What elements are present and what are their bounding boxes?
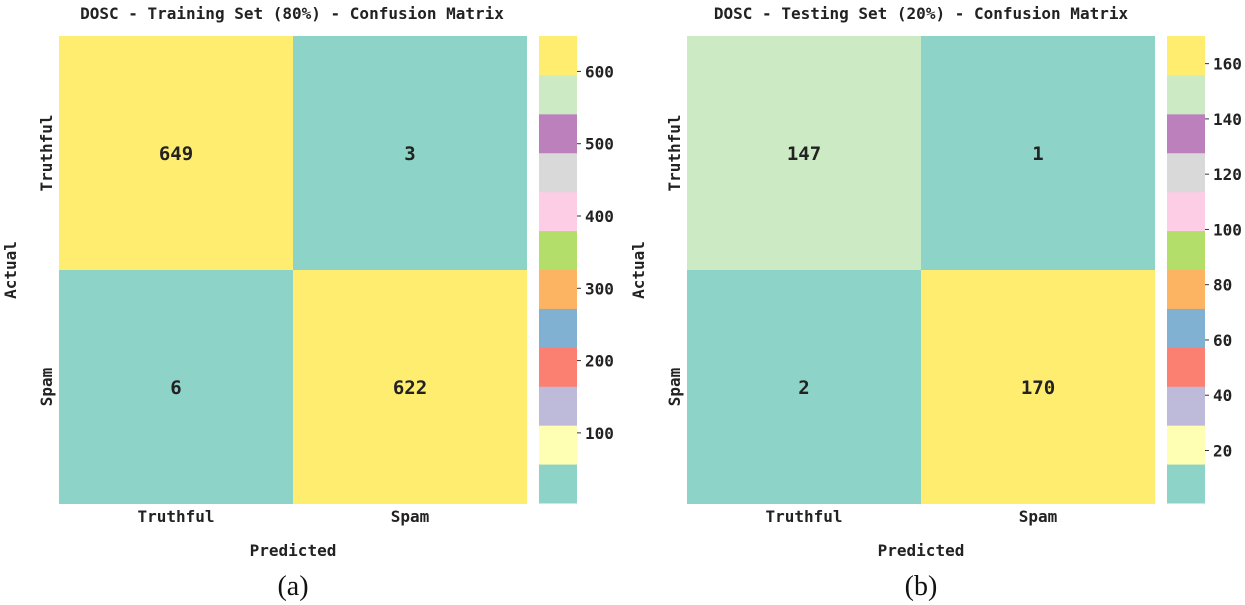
colorbar-tick-label: 600 [585,62,614,81]
colorbar-tick-label: 60 [1213,331,1232,350]
chart-title: DOSC - Testing Set (20%) - Confusion Mat… [714,4,1129,23]
heatmap-cell [921,270,1155,504]
colorbar-segment [1167,386,1205,426]
heatmap-cell [59,270,293,504]
panel-training: DOSC - Training Set (80%) - Confusion Ma… [1,4,614,602]
colorbar-tick-label: 40 [1213,386,1232,405]
cell-value: 2 [798,377,809,399]
colorbar-segment [539,308,577,348]
cell-value: 170 [1021,377,1055,399]
colorbar-tick-label: 140 [1213,110,1242,129]
x-axis-label: Predicted [250,541,337,560]
chart-title: DOSC - Training Set (80%) - Confusion Ma… [80,4,504,23]
colorbar-segment [539,425,577,465]
colorbar-tick-label: 500 [585,135,614,154]
x-axis-label: Predicted [878,541,965,560]
colorbar-segment [1167,464,1205,504]
heatmap-cell [687,36,921,270]
colorbar-segment [1167,152,1205,193]
colorbar-segment [1167,191,1205,232]
heatmap-cells [687,36,1155,504]
colorbar-segment [539,36,577,76]
colorbar-tick-label: 100 [585,424,614,443]
colorbar-tick-label: 200 [585,352,614,371]
y-axis-label: Actual [629,241,648,299]
cell-value: 1 [1032,143,1043,165]
colorbar-segment [539,386,577,426]
colorbar-segment [1167,113,1205,154]
colorbar-segment [539,269,577,309]
y-tick-label: Truthful [665,114,684,191]
colorbar-tick-label: 100 [1213,220,1242,239]
colorbar-segment [1167,269,1205,309]
colorbar [539,36,577,504]
colorbar-segment [539,230,577,270]
colorbar-ticks: 100 200 300 400 500 600 [577,62,614,443]
heatmap-cell [59,36,293,270]
colorbar-tick-label: 400 [585,207,614,226]
colorbar-segment [1167,36,1205,76]
cell-annotations: 649 3 6 622 [159,143,427,399]
y-tick-label: Spam [37,367,56,406]
x-tick-label: Truthful [137,507,214,526]
x-tick-label: Spam [391,507,430,526]
cell-value: 649 [159,143,193,165]
cell-value: 3 [404,143,415,165]
colorbar-tick-label: 20 [1213,441,1232,460]
colorbar-segment [539,347,577,387]
colorbar-tick-label: 120 [1213,165,1242,184]
y-tick-label: Spam [665,367,684,406]
colorbar-segment [1167,230,1205,270]
colorbar-segment [539,152,577,193]
colorbar-segment [539,191,577,232]
colorbar-ticks: 20 40 60 80 100 120 140 160 [1205,55,1242,460]
colorbar [1167,36,1205,504]
cell-value: 622 [393,377,427,399]
colorbar-segment [1167,74,1205,115]
colorbar-tick-label: 300 [585,279,614,298]
colorbar-segment [539,74,577,115]
cell-annotations: 147 1 2 170 [787,143,1055,399]
heatmap-cell [293,270,527,504]
colorbar-segment [539,113,577,154]
y-tick-label: Truthful [37,114,56,191]
y-axis-label: Actual [1,241,20,299]
cell-value: 6 [170,377,181,399]
x-tick-label: Spam [1019,507,1058,526]
colorbar-segment [1167,425,1205,465]
heatmap-cell [921,36,1155,270]
heatmap-cell [687,270,921,504]
colorbar-segment [1167,347,1205,387]
panel-testing: DOSC - Testing Set (20%) - Confusion Mat… [629,4,1242,602]
colorbar-tick-label: 160 [1213,55,1242,74]
cell-value: 147 [787,143,821,165]
heatmap-cells [59,36,527,504]
colorbar-segment [539,464,577,504]
x-tick-label: Truthful [765,507,842,526]
panel-caption: (a) [277,571,308,602]
heatmap-cell [293,36,527,270]
colorbar-tick-label: 80 [1213,276,1232,295]
panel-caption: (b) [905,571,938,602]
colorbar-segment [1167,308,1205,348]
